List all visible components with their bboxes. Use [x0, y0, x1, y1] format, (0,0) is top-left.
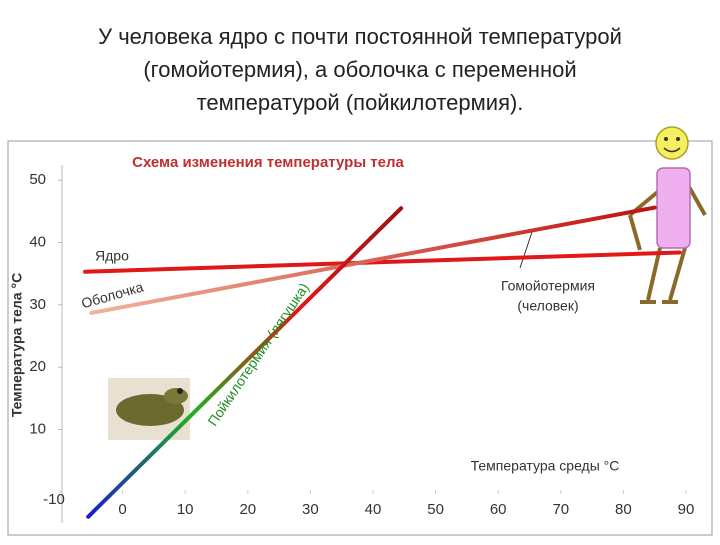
x-tick-label: 90: [678, 501, 695, 518]
y-label: Температура тела °C: [9, 273, 25, 417]
y-tick-label: 40: [29, 233, 46, 250]
x-label: Температура среды °C: [471, 458, 620, 474]
series-label: Пойкилотермия (лягушка): [204, 280, 312, 429]
chart-frame: [7, 140, 713, 536]
annotation: Гомойотермия: [501, 278, 595, 294]
series-line: [83, 250, 682, 274]
series-line: [89, 205, 657, 315]
heading-line: (гомойотермия), а оболочка с переменной: [143, 57, 576, 82]
x-tick-label: 20: [239, 501, 256, 518]
x-tick-label: -10: [43, 491, 65, 508]
series-line: [86, 206, 404, 519]
x-tick-label: 40: [365, 501, 382, 518]
pointer: [519, 231, 533, 269]
x-tick-label: 10: [177, 501, 194, 518]
heading-line: У человека ядро с почти постоянной темпе…: [98, 24, 622, 49]
series-label: Ядро: [95, 248, 129, 264]
human: [628, 126, 707, 304]
x-tick-label: 50: [427, 501, 444, 518]
y-tick-label: 20: [29, 358, 46, 375]
chart-title: Схема изменения температуры тела: [132, 154, 404, 171]
y-tick-label: 50: [29, 171, 46, 188]
x-tick-label: 0: [118, 501, 126, 518]
x-tick-label: 60: [490, 501, 507, 518]
annotation: (человек): [517, 298, 578, 314]
heading-line: температурой (пойкилотермия).: [197, 90, 524, 115]
x-tick-label: 30: [302, 501, 319, 518]
x-tick-label: 80: [615, 501, 632, 518]
y-tick-label: 30: [29, 296, 46, 313]
y-tick-label: 10: [29, 420, 46, 437]
x-tick-label: 70: [552, 501, 569, 518]
